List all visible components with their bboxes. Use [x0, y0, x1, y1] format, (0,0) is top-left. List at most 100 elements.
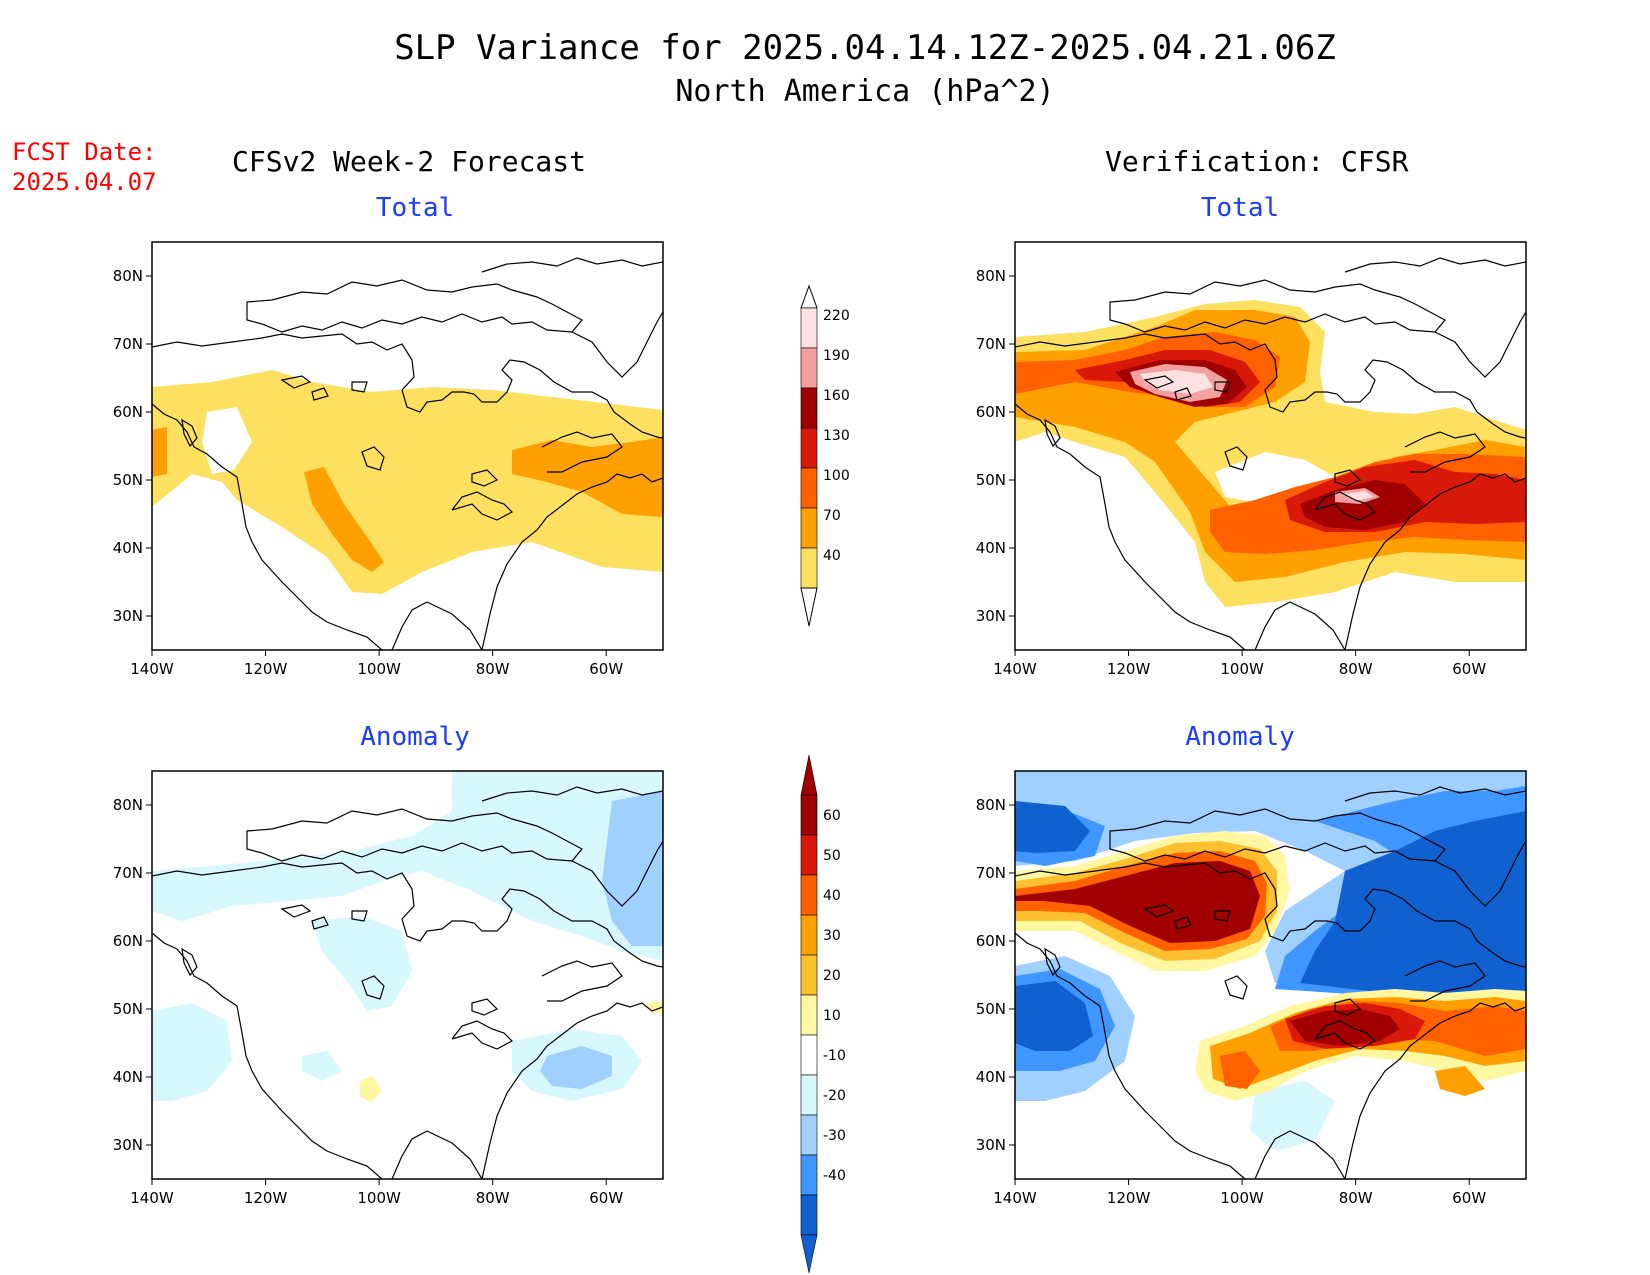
lon-tick-label: 80W — [1339, 1189, 1373, 1207]
main-subtitle: North America (hPa^2) — [675, 74, 1055, 109]
colorbar-anomaly-swatch — [800, 954, 818, 996]
colorbar-anomaly-swatch — [800, 914, 818, 956]
colorbar-anomaly-label: -20 — [823, 1088, 846, 1104]
colorbar-total-label: 160 — [823, 388, 850, 404]
colorbar-anomaly-swatch — [800, 1154, 818, 1196]
colorbar-anomaly-bottom-arrow — [800, 1234, 818, 1274]
lon-tick-label: 120W — [1107, 1189, 1151, 1207]
lat-tick-label: 70N — [113, 864, 143, 882]
colorbar-total-label: 190 — [823, 348, 850, 364]
colorbar-total-label: 220 — [823, 308, 850, 324]
lat-tick-label: 30N — [113, 1136, 143, 1154]
colorbar-total-top-arrow — [800, 284, 818, 309]
lon-tick-label: 100W — [357, 1189, 401, 1207]
lat-tick-label: 40N — [976, 1068, 1006, 1086]
lon-tick-label: 80W — [476, 1189, 510, 1207]
colorbar-anomaly-label: -30 — [823, 1128, 846, 1144]
lon-tick-label: 120W — [1107, 660, 1151, 678]
lon-tick-label: 120W — [244, 660, 288, 678]
colorbar-anomaly-swatch — [800, 794, 818, 836]
colorbar-anomaly-swatch — [800, 834, 818, 876]
lon-tick-label: 100W — [1220, 1189, 1264, 1207]
colorbar-anomaly-label: 20 — [823, 968, 841, 984]
lon-tick-label: 100W — [1220, 660, 1264, 678]
lon-tick-label: 120W — [244, 1189, 288, 1207]
colorbar-anomaly-top-arrow — [800, 754, 818, 796]
lat-tick-label: 60N — [976, 932, 1006, 950]
lon-tick-label: 140W — [130, 1189, 174, 1207]
lat-tick-label: 30N — [976, 1136, 1006, 1154]
colorbar-total-swatch — [800, 347, 818, 389]
lat-tick-label: 30N — [113, 607, 143, 625]
colorbar-anomaly-label: 50 — [823, 848, 841, 864]
lat-tick-label: 70N — [976, 864, 1006, 882]
lon-tick-label: 60W — [589, 660, 623, 678]
lat-tick-label: 60N — [113, 403, 143, 421]
colorbar-total-bottom-arrow — [800, 587, 818, 627]
lon-tick-label: 60W — [589, 1189, 623, 1207]
lat-tick-label: 40N — [113, 1068, 143, 1086]
lat-tick-label: 60N — [113, 932, 143, 950]
colorbar-total-label: 100 — [823, 468, 850, 484]
colorbar-total-swatch — [800, 427, 818, 469]
lat-tick-label: 30N — [976, 607, 1006, 625]
panel-title-verification-total: Total — [1200, 193, 1280, 223]
colorbar-anomaly-label: -10 — [823, 1048, 846, 1064]
main-title: SLP Variance for 2025.04.14.12Z-2025.04.… — [394, 28, 1336, 68]
lon-tick-label: 140W — [130, 660, 174, 678]
colorbar-anomaly-label: 30 — [823, 928, 841, 944]
colorbar-anomaly-swatch — [800, 1114, 818, 1156]
lat-tick-label: 70N — [976, 335, 1006, 353]
lat-tick-label: 50N — [113, 1000, 143, 1018]
lon-tick-label: 100W — [357, 660, 401, 678]
panel-title-forecast-total: Total — [375, 193, 455, 223]
colorbar-total: 220 190 160 130 100 70 40 — [800, 284, 850, 627]
colorbar-anomaly-label: -40 — [823, 1168, 846, 1184]
lon-tick-label: 60W — [1452, 660, 1486, 678]
panel-title-verification-anomaly: Anomaly — [1185, 722, 1295, 752]
lon-tick-label: 60W — [1452, 1189, 1486, 1207]
lat-tick-label: 80N — [113, 796, 143, 814]
verification-column-title: Verification: CFSR — [1105, 145, 1409, 178]
fcst-date-label: FCST Date: — [12, 138, 157, 166]
lat-tick-label: 50N — [976, 471, 1006, 489]
colorbar-anomaly-label: 60 — [823, 808, 841, 824]
colorbar-anomaly-swatch — [800, 1074, 818, 1116]
colorbar-total-swatch — [800, 507, 818, 549]
forecast-total-map — [152, 257, 663, 650]
lon-tick-label: 80W — [1339, 660, 1373, 678]
lat-tick-label: 70N — [113, 335, 143, 353]
colorbar-anomaly-label: 10 — [823, 1008, 841, 1024]
panel-title-forecast-anomaly: Anomaly — [360, 722, 470, 752]
verification-total-map — [1015, 257, 1526, 650]
colorbar-total-swatch — [800, 467, 818, 509]
lat-tick-label: 40N — [113, 539, 143, 557]
colorbar-total-swatch — [800, 547, 818, 589]
colorbar-anomaly-swatch — [800, 874, 818, 916]
lon-tick-label: 140W — [993, 660, 1037, 678]
fcst-date-value: 2025.04.07 — [12, 168, 157, 196]
colorbar-anomaly-label: 40 — [823, 888, 841, 904]
colorbar-total-swatch — [800, 387, 818, 429]
lat-tick-label: 80N — [976, 267, 1006, 285]
colorbar-anomaly-swatch — [800, 1034, 818, 1076]
colorbar-total-label: 40 — [823, 548, 841, 564]
forecast-column-title: CFSv2 Week-2 Forecast — [232, 145, 587, 178]
colorbar-total-label: 130 — [823, 428, 850, 444]
lon-tick-label: 80W — [476, 660, 510, 678]
colorbar-anomaly-swatch — [800, 994, 818, 1036]
colorbar-anomaly-swatch — [800, 1194, 818, 1236]
verification-anomaly-map — [1015, 771, 1526, 1179]
colorbar-total-label: 70 — [823, 508, 841, 524]
axes: 80N 70N 60N 50N 40N 30N 140W 120W 100W 80W 60W 80N 7… — [113, 267, 1487, 1207]
lat-tick-label: 80N — [976, 796, 1006, 814]
lat-tick-label: 50N — [976, 1000, 1006, 1018]
lon-tick-label: 140W — [993, 1189, 1037, 1207]
lat-tick-label: 50N — [113, 471, 143, 489]
lat-tick-label: 40N — [976, 539, 1006, 557]
colorbar-anomaly: 60 50 40 30 20 10 -10 -20 -30 -40 — [800, 754, 846, 1274]
forecast-anomaly-map — [152, 771, 663, 1179]
lat-tick-label: 60N — [976, 403, 1006, 421]
lat-tick-label: 80N — [113, 267, 143, 285]
